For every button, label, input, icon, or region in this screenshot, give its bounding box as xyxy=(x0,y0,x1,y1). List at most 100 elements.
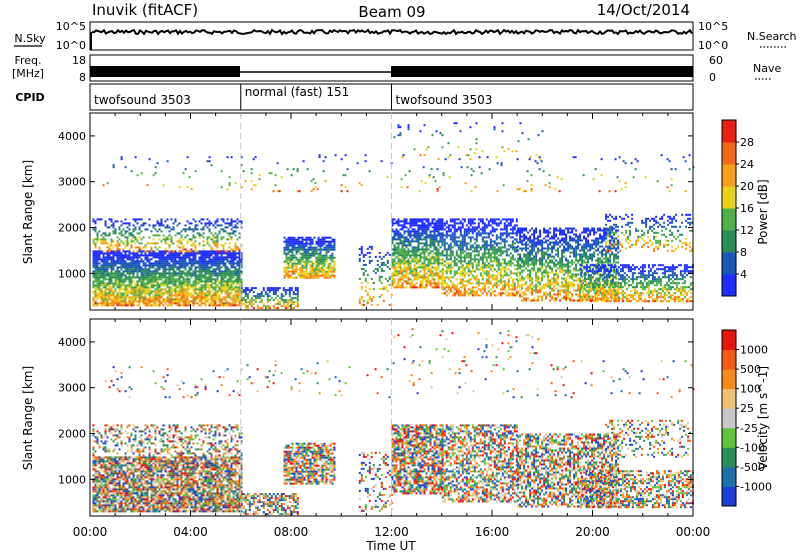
echo-cell xyxy=(331,238,334,241)
echo-cell xyxy=(194,248,197,251)
echo-cell xyxy=(515,294,518,297)
echo-cell xyxy=(489,254,492,257)
echo-cell xyxy=(291,266,294,269)
echo-cell xyxy=(405,250,408,253)
echo-cell xyxy=(214,300,217,303)
echo-cell xyxy=(435,248,438,251)
echo-cell xyxy=(286,303,289,306)
echo-cell xyxy=(437,244,440,247)
echo-cell xyxy=(525,235,528,238)
echo-cell xyxy=(216,254,219,257)
echo-cell xyxy=(358,297,361,300)
echo-cell xyxy=(124,286,127,289)
echo-cell xyxy=(96,218,99,221)
echo-cell xyxy=(325,236,328,239)
echo-cell xyxy=(537,271,540,274)
echo-cell xyxy=(401,250,404,253)
echo-cell xyxy=(475,276,478,279)
echo-cell xyxy=(118,290,121,293)
echo-cell xyxy=(487,222,490,225)
echo-cell xyxy=(202,262,205,265)
echo-cell xyxy=(152,250,155,253)
echo-cell xyxy=(162,274,165,277)
echo-cell xyxy=(238,220,241,223)
echo-cell xyxy=(413,220,416,223)
echo-cell xyxy=(380,275,383,278)
echo-cell xyxy=(429,268,432,271)
echo-cell xyxy=(226,302,229,305)
echo-cell xyxy=(134,252,137,255)
echo-cell xyxy=(305,260,308,263)
echo-cell xyxy=(483,226,486,229)
echo-cell xyxy=(475,250,478,253)
echo-cell xyxy=(206,268,209,271)
echo-cell xyxy=(483,252,486,255)
echo-cell xyxy=(499,246,502,249)
echo-cell xyxy=(112,240,115,243)
echo-cell xyxy=(190,250,193,253)
echo-cell xyxy=(228,304,231,307)
echo-cell xyxy=(549,283,552,286)
echo-cell xyxy=(202,292,205,295)
echo-cell xyxy=(429,230,432,233)
echo-cell xyxy=(429,238,432,241)
echo-cell xyxy=(305,256,308,259)
echo-cell xyxy=(110,286,113,289)
echo-cell xyxy=(202,244,205,247)
echo-cell xyxy=(214,242,217,245)
echo-cell xyxy=(421,246,424,249)
echo-cell xyxy=(477,252,480,255)
echo-cell xyxy=(388,253,391,256)
echo-cell xyxy=(364,279,367,282)
echo-cell xyxy=(146,290,149,293)
echo-cell xyxy=(214,264,217,267)
echo-cell xyxy=(94,254,97,257)
echo-cell xyxy=(202,294,205,297)
echo-cell xyxy=(429,282,432,285)
echo-cell xyxy=(465,252,468,255)
echo-cell xyxy=(128,252,131,255)
echo-cell xyxy=(210,276,213,279)
echo-cell xyxy=(128,304,131,307)
echo-cell xyxy=(537,267,540,270)
echo-cell xyxy=(309,274,312,277)
echo-cell xyxy=(194,260,197,263)
echo-cell xyxy=(475,262,478,265)
echo-cell xyxy=(473,260,476,263)
echo-cell xyxy=(136,252,139,255)
echo-cell xyxy=(192,218,195,221)
echo-cell xyxy=(130,292,133,295)
echo-cell xyxy=(206,254,209,257)
echo-cell xyxy=(156,294,159,297)
echo-cell xyxy=(202,268,205,271)
echo-cell xyxy=(214,280,217,283)
echo-cell xyxy=(471,236,474,239)
echo-cell xyxy=(186,252,189,255)
echo-cell xyxy=(104,276,107,279)
echo-cell xyxy=(287,252,290,255)
echo-cell xyxy=(417,228,420,231)
echo-cell xyxy=(289,274,292,277)
echo-cell xyxy=(92,296,95,299)
echo-cell xyxy=(531,277,534,280)
echo-cell xyxy=(170,274,173,277)
echo-cell xyxy=(311,266,314,269)
echo-cell xyxy=(218,250,221,253)
echo-cell xyxy=(461,242,464,245)
echo-cell xyxy=(485,258,488,261)
echo-cell xyxy=(535,255,538,258)
echo-cell xyxy=(276,295,279,298)
echo-cell xyxy=(106,272,109,275)
echo-cell xyxy=(433,224,436,227)
echo-cell xyxy=(194,226,197,229)
echo-cell xyxy=(230,272,233,275)
echo-cell xyxy=(132,290,135,293)
echo-cell xyxy=(499,264,502,267)
echo-cell xyxy=(144,286,147,289)
echo-cell xyxy=(174,280,177,283)
echo-cell xyxy=(473,276,476,279)
echo-cell xyxy=(405,270,408,273)
echo-cell xyxy=(435,272,438,275)
echo-cell xyxy=(164,236,167,239)
echo-cell xyxy=(315,274,318,277)
